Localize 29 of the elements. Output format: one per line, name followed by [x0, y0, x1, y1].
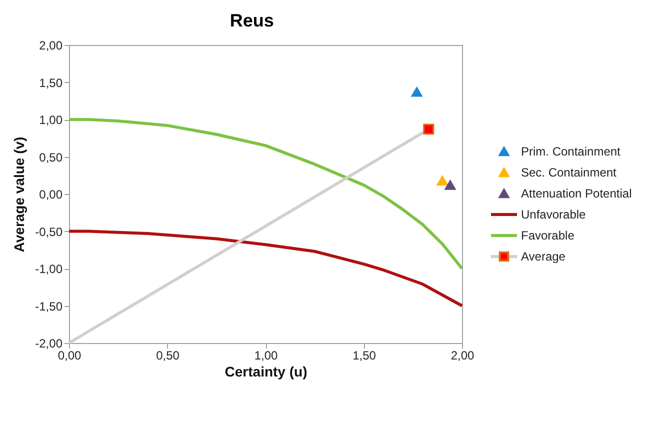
point: [423, 124, 434, 135]
x-tick-label: 1,50: [352, 348, 376, 362]
x-tick-label: 0,00: [58, 348, 82, 362]
y-tick-label: -0,50: [35, 224, 63, 239]
line-series: [68, 230, 464, 308]
y-tick-label: -1,50: [35, 299, 63, 314]
legend-label: Favorable: [521, 228, 575, 242]
x-tick-label: 2,00: [450, 348, 474, 362]
x-tick-label: 0,50: [156, 348, 180, 362]
point: [444, 180, 456, 190]
legend-label: Average: [521, 250, 566, 264]
legend-label: Sec. Containment: [521, 166, 618, 180]
y-tick-label: 1,50: [39, 76, 63, 90]
point: [436, 176, 448, 186]
y-tick-label: -2,00: [35, 336, 63, 350]
point: [411, 87, 422, 97]
y-axis-title: Average value (v): [11, 136, 28, 252]
legend-label: Prim. Containment: [521, 144, 622, 158]
y-tick-label: -1,00: [35, 262, 63, 276]
y-tick-label: 0,00: [39, 188, 63, 202]
y-tick-label: 1,00: [39, 113, 63, 127]
y-tick-label: 2,00: [39, 38, 63, 52]
x-axis-title: Certainty (u): [224, 364, 308, 380]
legend-label: Unfavorable: [521, 208, 586, 222]
y-tick-label: 0,50: [39, 150, 63, 164]
x-tick-label: 1,00: [254, 348, 278, 362]
line-series: [68, 118, 464, 270]
legend-label: Attenuation Potential: [521, 186, 632, 200]
chart-title: Reus: [230, 10, 274, 30]
